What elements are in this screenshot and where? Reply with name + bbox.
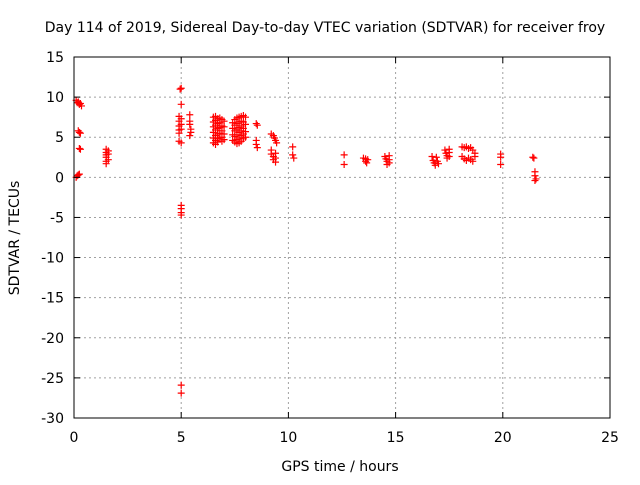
- data-point: [469, 157, 477, 165]
- data-point: [363, 159, 371, 167]
- chart-title: Day 114 of 2019, Sidereal Day-to-day VTE…: [45, 20, 605, 36]
- y-tick-label: 15: [46, 50, 64, 66]
- y-axis-title: SDTVAR / TECUs: [7, 181, 23, 296]
- x-tick-label: 20: [494, 430, 512, 446]
- data-point: [289, 151, 297, 159]
- data-point: [177, 84, 185, 92]
- y-tick-label: -15: [41, 291, 64, 307]
- data-point: [431, 161, 439, 169]
- grid: [74, 57, 610, 418]
- axis-tick-labels: 0 5 10 15 20 25 15 10 5 0 -5 -10 -15 -20 -25 -30: [41, 50, 619, 446]
- y-tick-label: -5: [50, 210, 64, 226]
- data-point: [340, 160, 348, 168]
- data-point: [428, 152, 436, 160]
- data-point: [76, 129, 84, 137]
- data-points: [72, 84, 540, 397]
- data-point: [177, 139, 185, 147]
- data-point: [220, 123, 228, 131]
- data-point: [76, 145, 84, 153]
- data-point: [214, 138, 222, 146]
- data-point: [529, 153, 537, 161]
- x-tick-label: 10: [279, 430, 297, 446]
- y-tick-label: -10: [41, 251, 64, 267]
- x-tick-label: 25: [601, 430, 619, 446]
- data-point: [471, 149, 479, 157]
- data-point: [177, 125, 185, 133]
- data-point: [364, 156, 372, 164]
- x-tick-label: 15: [387, 430, 405, 446]
- data-point: [102, 160, 110, 168]
- data-point: [273, 139, 281, 147]
- x-axis-title: GPS time / hours: [281, 459, 398, 475]
- data-point: [385, 159, 393, 167]
- data-point: [497, 153, 505, 161]
- data-point: [432, 153, 440, 161]
- data-point: [253, 121, 261, 129]
- y-tick-label: -25: [41, 371, 64, 387]
- data-point: [176, 85, 184, 93]
- data-point: [441, 146, 449, 154]
- y-tick-label: 10: [46, 90, 64, 106]
- data-point: [75, 170, 83, 178]
- y-tick-label: -20: [41, 331, 64, 347]
- data-point: [187, 128, 195, 136]
- data-point: [242, 120, 250, 128]
- x-tick-label: 0: [70, 430, 79, 446]
- data-point: [532, 175, 540, 183]
- data-point: [177, 389, 185, 397]
- plot-frame: [73, 56, 611, 419]
- data-point: [252, 140, 260, 148]
- data-point: [434, 160, 442, 168]
- data-point: [186, 132, 194, 140]
- y-tick-label: 5: [55, 130, 64, 146]
- data-point: [289, 143, 297, 151]
- data-point: [186, 111, 194, 119]
- data-point: [252, 120, 260, 128]
- data-point: [186, 120, 194, 128]
- data-point: [177, 100, 185, 108]
- data-point: [75, 144, 83, 152]
- data-point: [177, 381, 185, 389]
- x-tick-label: 5: [177, 430, 186, 446]
- data-point: [531, 177, 539, 185]
- data-point: [220, 136, 228, 144]
- data-point: [175, 129, 183, 137]
- data-point: [253, 144, 261, 152]
- data-point: [242, 113, 250, 121]
- data-point: [78, 102, 86, 110]
- data-point: [272, 158, 280, 166]
- axis-ticks: [73, 56, 611, 419]
- data-point: [497, 160, 505, 168]
- data-point: [530, 154, 538, 162]
- data-point: [177, 211, 185, 219]
- data-point: [340, 151, 348, 159]
- y-tick-label: -30: [41, 411, 64, 427]
- data-point: [75, 128, 83, 136]
- data-point: [104, 156, 112, 164]
- data-point: [445, 152, 453, 160]
- data-point: [290, 154, 298, 162]
- data-point: [242, 133, 250, 141]
- y-tick-label: 0: [55, 170, 64, 186]
